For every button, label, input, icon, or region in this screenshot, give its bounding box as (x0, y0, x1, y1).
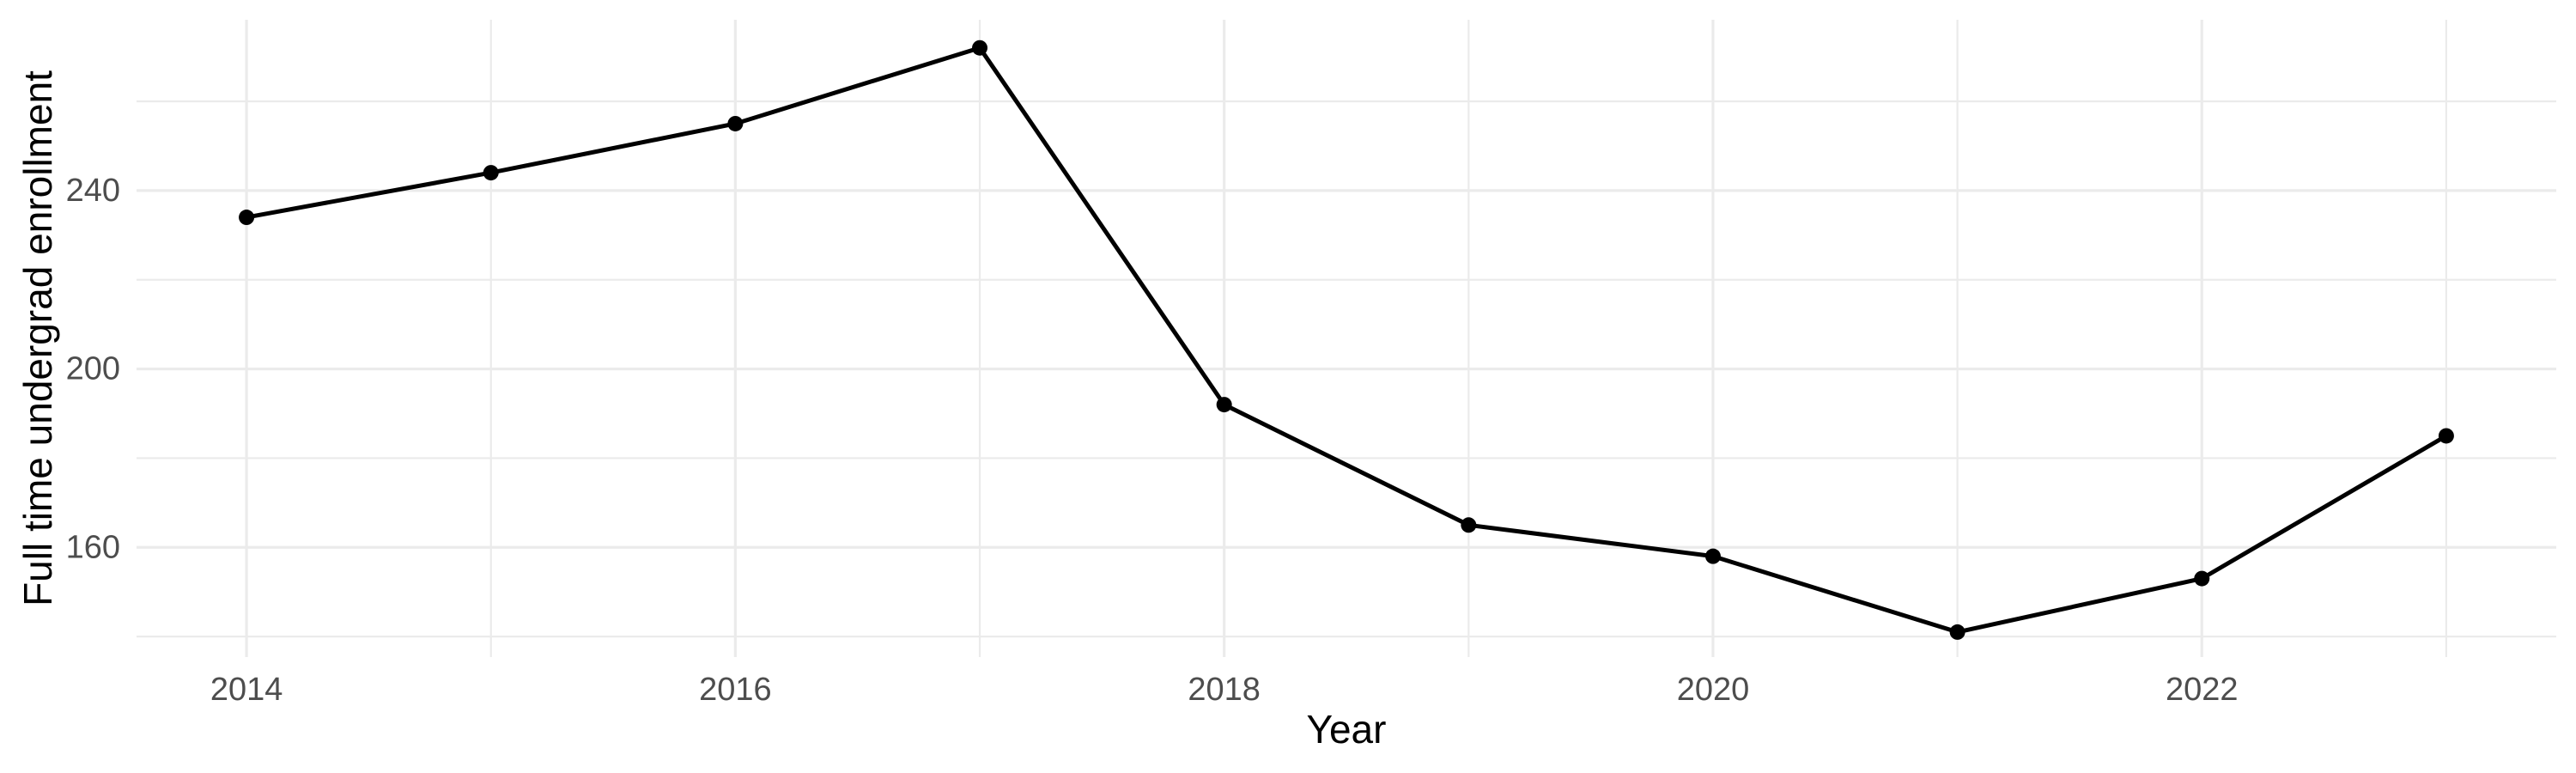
data-point-2014 (239, 210, 255, 226)
data-point-2016 (727, 115, 744, 131)
x-tick-label: 2022 (2166, 672, 2239, 708)
data-point-2023 (2438, 428, 2454, 444)
y-tick-label: 160 (66, 529, 120, 565)
data-point-2019 (1461, 517, 1477, 533)
y-tick-label: 200 (66, 351, 120, 387)
y-tick-label: 240 (66, 173, 120, 209)
data-point-2015 (483, 165, 499, 181)
x-tick-label: 2014 (210, 672, 283, 708)
data-point-2021 (1949, 624, 1965, 640)
x-tick-label: 2020 (1677, 672, 1750, 708)
data-point-2017 (972, 40, 988, 56)
data-point-2022 (2194, 570, 2210, 587)
data-point-2018 (1216, 397, 1232, 413)
x-axis-title: Year (1307, 707, 1387, 752)
y-axis-title: Full time undergrad enrollment (15, 70, 60, 606)
data-point-2020 (1704, 548, 1721, 564)
enrollment-trend-line (246, 46, 2448, 635)
x-tick-label: 2018 (1188, 672, 1261, 708)
x-tick-label: 2016 (699, 672, 772, 708)
